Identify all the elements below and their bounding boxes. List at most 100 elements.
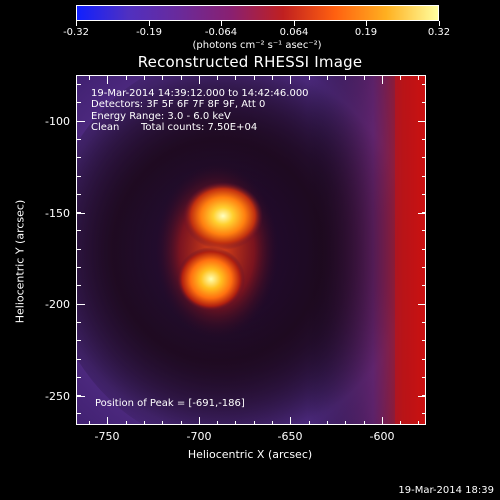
axis-tick xyxy=(418,396,426,397)
axis-tick xyxy=(235,421,236,425)
y-axis-label: Heliocentric Y (arcsec) xyxy=(13,199,27,324)
axis-tick xyxy=(422,359,426,360)
axis-tick xyxy=(422,139,426,140)
axis-tick xyxy=(199,76,200,84)
axis-tick xyxy=(77,121,85,122)
axis-tick xyxy=(290,421,291,425)
energy-range-text: Energy Range: 3.0 - 6.0 keV xyxy=(91,111,231,122)
axis-tick xyxy=(422,157,426,158)
axis-tick xyxy=(77,395,81,396)
colorbar-tick xyxy=(366,21,367,26)
axis-tick xyxy=(327,76,328,80)
right-edge-band xyxy=(395,76,425,424)
axis-tick xyxy=(345,421,346,425)
axis-tick xyxy=(422,102,426,103)
axis-tick xyxy=(422,304,426,305)
axis-tick xyxy=(272,421,273,425)
detectors-text: Detectors: 3F 5F 6F 7F 8F 9F, Att 0 xyxy=(91,99,266,110)
axis-tick xyxy=(89,421,90,425)
axis-tick xyxy=(327,421,328,425)
axis-tick xyxy=(290,76,291,80)
x-tick-label: -650 xyxy=(277,430,303,443)
axis-tick xyxy=(254,76,255,80)
x-tick-label: -700 xyxy=(186,430,212,443)
colorbar-units-label: (photons cm⁻² s⁻¹ asec⁻²) xyxy=(192,40,322,51)
axis-tick xyxy=(126,76,127,80)
axis-tick xyxy=(77,304,85,305)
x-tick-label: -750 xyxy=(94,430,120,443)
colorbar-tick xyxy=(439,21,440,26)
total-counts-text: Total counts: 7.50E+04 xyxy=(141,122,258,133)
axis-tick xyxy=(77,230,81,231)
axis-tick xyxy=(345,76,346,80)
axis-tick xyxy=(272,76,273,80)
axis-tick xyxy=(199,76,200,80)
axis-tick xyxy=(422,377,426,378)
colorbar-tick xyxy=(76,21,77,26)
x-tick-label: -600 xyxy=(369,430,395,443)
axis-tick xyxy=(77,359,81,360)
colorbar-tick-label: 0.19 xyxy=(354,27,378,38)
axis-tick xyxy=(422,267,426,268)
y-tick-label: -150 xyxy=(45,207,70,220)
axis-tick xyxy=(235,76,236,80)
axis-tick xyxy=(77,267,81,268)
axis-tick xyxy=(77,213,85,214)
colorbar-tick xyxy=(221,21,222,26)
axis-tick xyxy=(422,285,426,286)
method-text: Clean xyxy=(91,122,120,133)
axis-tick xyxy=(309,76,310,80)
peak-position-text: Position of Peak = [-691,-186] xyxy=(95,398,245,409)
axis-tick xyxy=(107,421,108,425)
y-tick-label: -100 xyxy=(45,115,70,128)
axis-tick xyxy=(77,285,81,286)
axis-tick xyxy=(77,102,81,103)
axis-tick xyxy=(418,76,419,80)
axis-tick xyxy=(382,76,383,84)
colorbar-tick-label: 0.32 xyxy=(427,27,451,38)
axis-tick xyxy=(77,340,81,341)
axis-tick xyxy=(382,421,383,425)
axis-tick xyxy=(217,421,218,425)
footer-timestamp: 19-Mar-2014 18:39 xyxy=(398,485,494,496)
axis-tick xyxy=(77,377,81,378)
axis-tick xyxy=(77,139,81,140)
axis-tick xyxy=(364,421,365,425)
x-axis-label: Heliocentric X (arcsec) xyxy=(187,448,313,461)
axis-tick xyxy=(144,76,145,80)
axis-tick xyxy=(77,322,81,323)
axis-tick xyxy=(418,213,426,214)
rhessi-image xyxy=(77,76,425,424)
axis-tick xyxy=(290,76,291,84)
axis-tick xyxy=(107,76,108,80)
colorbar xyxy=(76,5,439,21)
axis-tick xyxy=(77,176,81,177)
axis-tick xyxy=(199,421,200,425)
axis-tick xyxy=(77,304,81,305)
axis-tick xyxy=(400,421,401,425)
axis-tick xyxy=(422,121,426,122)
axis-tick xyxy=(181,76,182,80)
y-tick-label: -250 xyxy=(45,390,70,403)
axis-tick xyxy=(422,340,426,341)
axis-tick xyxy=(422,194,426,195)
solar-image-plot: 19-Mar-2014 14:39:12.000 to 14:42:46.000… xyxy=(76,75,426,425)
axis-tick xyxy=(422,84,426,85)
axis-tick xyxy=(162,76,163,80)
axis-tick xyxy=(217,76,218,80)
axis-tick xyxy=(418,421,419,425)
axis-tick xyxy=(254,421,255,425)
axis-tick xyxy=(89,76,90,80)
axis-tick xyxy=(77,413,81,414)
axis-tick xyxy=(422,176,426,177)
axis-tick xyxy=(422,322,426,323)
axis-tick xyxy=(77,249,81,250)
axis-tick xyxy=(77,212,81,213)
axis-tick xyxy=(77,121,81,122)
axis-tick xyxy=(422,230,426,231)
axis-tick xyxy=(400,76,401,80)
axis-tick xyxy=(422,212,426,213)
time-range-text: 19-Mar-2014 14:39:12.000 to 14:42:46.000 xyxy=(91,88,309,99)
axis-tick xyxy=(382,76,383,80)
axis-tick xyxy=(77,396,85,397)
